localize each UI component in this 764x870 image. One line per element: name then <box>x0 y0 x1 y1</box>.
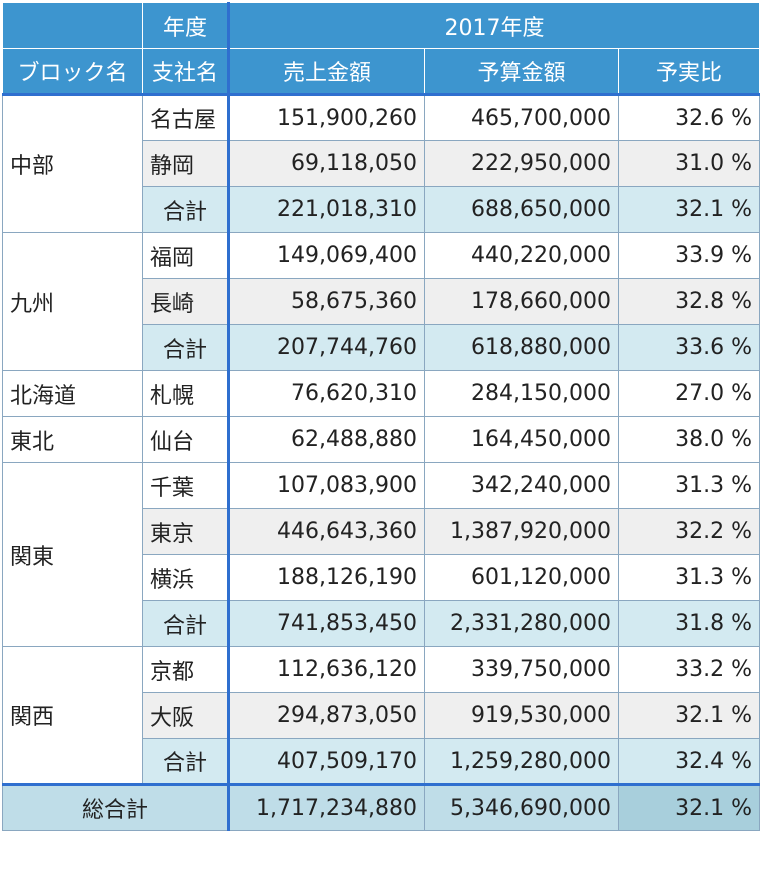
grand-total-sales-cell: 1,717,234,880 <box>227 783 425 831</box>
subtotal-row: 合計 407,509,170 1,259,280,000 32.4 % <box>3 738 761 785</box>
budget-amount-cell: 222,950,000 <box>424 140 619 187</box>
budget-amount-cell: 919,530,000 <box>424 692 619 739</box>
block-name-cell: 九州 <box>2 232 143 371</box>
table-row: 東北 仙台 62,488,880 164,450,000 38.0 % <box>2 416 761 463</box>
ratio-cell: 32.6 % <box>617 94 761 141</box>
block-name-header: ブロック名 <box>2 48 143 96</box>
sales-amount-cell: 107,083,900 <box>227 462 425 509</box>
subtotal-budget-cell: 618,880,000 <box>424 324 619 371</box>
budget-amount-cell: 178,660,000 <box>424 278 619 325</box>
subtotal-ratio-cell: 31.8 % <box>617 600 761 647</box>
table-row: 長崎 58,675,360 178,660,000 32.8 % <box>3 278 761 325</box>
subtotal-ratio-cell: 32.4 % <box>617 738 761 785</box>
table-row: 北海道 札幌 76,620,310 284,150,000 27.0 % <box>2 370 761 417</box>
branch-name-header: 支社名 <box>142 48 229 96</box>
block-name-cell: 北海道 <box>2 370 143 417</box>
grand-total-budget-cell: 5,346,690,000 <box>424 783 619 831</box>
branch-name-cell: 大阪 <box>142 692 229 739</box>
sales-amount-cell: 58,675,360 <box>227 278 425 325</box>
sales-amount-cell: 188,126,190 <box>227 554 425 601</box>
branch-name-cell: 東京 <box>142 508 229 555</box>
block-name-cell: 関西 <box>2 646 143 785</box>
subtotal-ratio-cell: 33.6 % <box>617 324 761 371</box>
table-row: 中部 名古屋 151,900,260 465,700,000 32.6 % <box>2 94 761 233</box>
year-label-header: 年度 <box>142 2 229 49</box>
branch-name-cell: 長崎 <box>142 278 229 325</box>
ratio-cell: 32.2 % <box>617 508 761 555</box>
subtotal-sales-cell: 207,744,760 <box>227 324 425 371</box>
subtotal-row: 合計 741,853,450 2,331,280,000 31.8 % <box>3 600 761 647</box>
sales-amount-cell: 112,636,120 <box>227 646 425 693</box>
subtotal-label-cell: 合計 <box>142 738 229 785</box>
branch-name-cell: 名古屋 <box>142 94 229 141</box>
grand-total-label-cell: 総合計 <box>2 783 229 831</box>
branch-name-cell: 札幌 <box>142 370 229 417</box>
branch-name-cell: 千葉 <box>142 462 229 509</box>
pivot-table-container: 年度 2017年度 ブロック名 支社名 売上金額 予算金額 予実比 中部 名古屋 1… <box>2 2 761 831</box>
block-name-cell: 中部 <box>2 94 143 233</box>
ratio-cell: 33.2 % <box>617 646 761 693</box>
ratio-header: 予実比 <box>617 48 761 96</box>
sales-amount-cell: 69,118,050 <box>227 140 425 187</box>
table-row: 九州 福岡 149,069,400 440,220,000 33.9 % <box>2 232 761 371</box>
budget-amount-cell: 164,450,000 <box>424 416 619 463</box>
sales-amount-cell: 149,069,400 <box>227 232 425 279</box>
ratio-cell: 32.1 % <box>617 692 761 739</box>
branch-name-cell: 静岡 <box>142 140 229 187</box>
ratio-cell: 33.9 % <box>617 232 761 279</box>
branch-name-cell: 京都 <box>142 646 229 693</box>
subtotal-sales-cell: 741,853,450 <box>227 600 425 647</box>
subtotal-sales-cell: 407,509,170 <box>227 738 425 785</box>
subtotal-label-cell: 合計 <box>142 600 229 647</box>
sales-amount-cell: 151,900,260 <box>227 94 425 141</box>
table-row: 関西 京都 112,636,120 339,750,000 33.2 % <box>2 646 761 785</box>
branch-name-cell: 横浜 <box>142 554 229 601</box>
subtotal-label-cell: 合計 <box>142 186 229 233</box>
ratio-cell: 27.0 % <box>617 370 761 417</box>
budget-amount-cell: 284,150,000 <box>424 370 619 417</box>
grand-total-row: 総合計 1,717,234,880 5,346,690,000 32.1 % <box>2 783 761 831</box>
grand-total-ratio-cell: 32.1 % <box>617 783 761 831</box>
year-value-header: 2017年度 <box>226 2 761 49</box>
subtotal-budget-cell: 2,331,280,000 <box>424 600 619 647</box>
budget-amount-cell: 339,750,000 <box>424 646 619 693</box>
block-name-cell: 関東 <box>2 462 143 647</box>
budget-amount-cell: 601,120,000 <box>424 554 619 601</box>
subtotal-label-cell: 合計 <box>142 324 229 371</box>
header-row-year: 年度 2017年度 <box>2 2 761 49</box>
table-row: 静岡 69,118,050 222,950,000 31.0 % <box>3 140 761 187</box>
sales-amount-cell: 294,873,050 <box>227 692 425 739</box>
budget-amount-cell: 1,387,920,000 <box>424 508 619 555</box>
sales-amount-cell: 446,643,360 <box>227 508 425 555</box>
table-row: 関東 千葉 107,083,900 342,240,000 31.3 % <box>2 462 761 647</box>
table-header: 年度 2017年度 ブロック名 支社名 売上金額 予算金額 予実比 <box>2 2 761 96</box>
table-row: 大阪 294,873,050 919,530,000 32.1 % <box>3 692 761 739</box>
ratio-cell: 31.3 % <box>617 554 761 601</box>
table-body: 中部 名古屋 151,900,260 465,700,000 32.6 % 静岡 69,11… <box>2 94 761 831</box>
table-row: 東京 446,643,360 1,387,920,000 32.2 % <box>3 508 761 555</box>
subtotal-row: 合計 221,018,310 688,650,000 32.1 % <box>3 186 761 233</box>
header-empty-cell <box>2 2 143 49</box>
subtotal-ratio-cell: 32.1 % <box>617 186 761 233</box>
sales-amount-header: 売上金額 <box>227 48 425 96</box>
ratio-cell: 31.0 % <box>617 140 761 187</box>
header-row-columns: ブロック名 支社名 売上金額 予算金額 予実比 <box>2 48 761 96</box>
subtotal-budget-cell: 1,259,280,000 <box>424 738 619 785</box>
budget-amount-header: 予算金額 <box>424 48 619 96</box>
block-name-cell: 東北 <box>2 416 143 463</box>
branch-name-cell: 福岡 <box>142 232 229 279</box>
subtotal-budget-cell: 688,650,000 <box>424 186 619 233</box>
budget-amount-cell: 465,700,000 <box>424 94 619 141</box>
sales-amount-cell: 76,620,310 <box>227 370 425 417</box>
budget-amount-cell: 342,240,000 <box>424 462 619 509</box>
budget-amount-cell: 440,220,000 <box>424 232 619 279</box>
branch-name-cell: 仙台 <box>142 416 229 463</box>
ratio-cell: 38.0 % <box>617 416 761 463</box>
ratio-cell: 32.8 % <box>617 278 761 325</box>
subtotal-sales-cell: 221,018,310 <box>227 186 425 233</box>
pivot-table: 年度 2017年度 ブロック名 支社名 売上金額 予算金額 予実比 中部 名古屋 1… <box>2 2 761 831</box>
ratio-cell: 31.3 % <box>617 462 761 509</box>
sales-amount-cell: 62,488,880 <box>227 416 425 463</box>
